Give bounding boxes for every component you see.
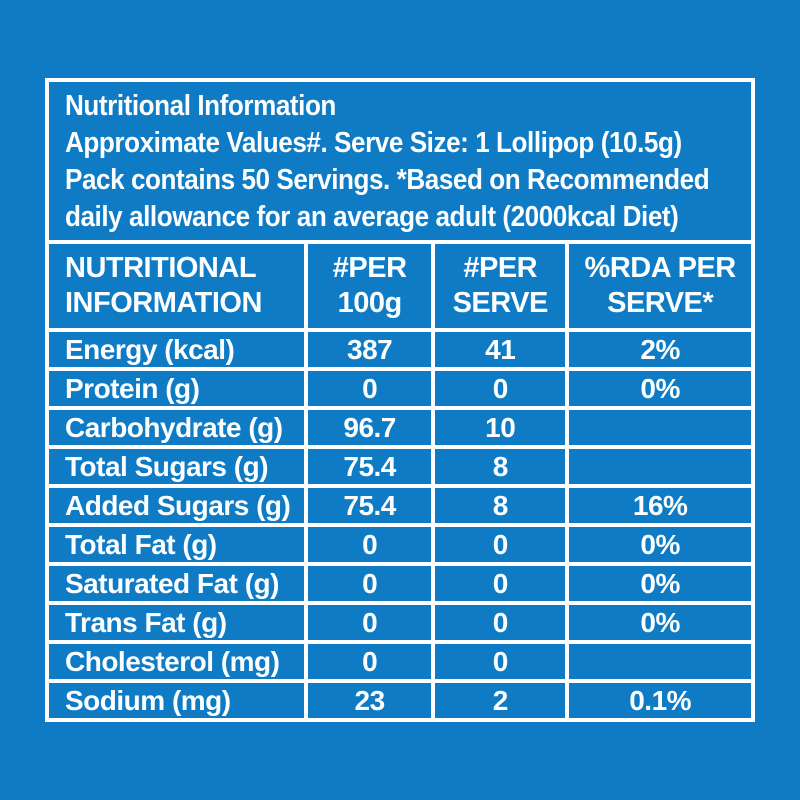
header-rda-per-serve: %RDA PER SERVE* <box>565 240 755 332</box>
rda-cell <box>565 406 755 449</box>
per-100g-cell: 0 <box>304 640 436 683</box>
per-100g-cell: 75.4 <box>304 445 436 488</box>
rda-cell: 16% <box>565 484 755 527</box>
table-row-trans-fat: Trans Fat (g) 0 0 0% <box>44 601 755 644</box>
table-row-added-sugars: Added Sugars (g) 75.4 8 16% <box>44 484 755 527</box>
table-row-total-sugars: Total Sugars (g) 75.4 8 <box>44 445 755 488</box>
per-serve-cell: 0 <box>431 640 570 683</box>
rda-cell: 0% <box>565 367 755 410</box>
header-per-serve: #PER SERVE <box>431 240 570 332</box>
rda-cell: 0% <box>565 562 755 605</box>
nutrient-name-cell: Carbohydrate (g) <box>44 406 309 449</box>
table-row-sodium: Sodium (mg) 23 2 0.1% <box>44 679 755 722</box>
per-serve-cell: 0 <box>431 562 570 605</box>
rda-cell: 0% <box>565 523 755 566</box>
table-row-saturated-fat: Saturated Fat (g) 0 0 0% <box>44 562 755 605</box>
nutrient-name-cell: Sodium (mg) <box>44 679 309 722</box>
per-serve-cell: 0 <box>431 601 570 644</box>
header-nutritional-information: NUTRITIONAL INFORMATION <box>44 240 309 332</box>
intro-row: Nutritional Information Approximate Valu… <box>45 78 755 244</box>
per-100g-cell: 0 <box>304 523 436 566</box>
per-100g-cell: 387 <box>304 328 436 371</box>
per-serve-cell: 0 <box>431 367 570 410</box>
table-row-protein: Protein (g) 0 0 0% <box>44 367 755 410</box>
nutrition-label-table: Nutritional Information Approximate Valu… <box>44 78 755 722</box>
intro-line-rda-note: daily allowance for an average adult (20… <box>65 201 679 233</box>
per-100g-cell: 0 <box>304 562 436 605</box>
nutrient-name-cell: Total Sugars (g) <box>44 445 309 488</box>
nutrient-name-cell: Added Sugars (g) <box>44 484 309 527</box>
per-100g-cell: 0 <box>304 601 436 644</box>
per-100g-cell: 75.4 <box>304 484 436 527</box>
table-row-energy: Energy (kcal) 387 41 2% <box>44 328 755 371</box>
per-100g-cell: 23 <box>304 679 436 722</box>
nutrient-name-cell: Saturated Fat (g) <box>44 562 309 605</box>
table-row-carbohydrate: Carbohydrate (g) 96.7 10 <box>44 406 755 449</box>
header-per-100g: #PER 100g <box>304 240 436 332</box>
table-row-cholesterol: Cholesterol (mg) 0 0 <box>44 640 755 683</box>
rda-cell: 2% <box>565 328 755 371</box>
nutrient-name-cell: Protein (g) <box>44 367 309 410</box>
rda-cell <box>565 445 755 488</box>
rda-cell: 0% <box>565 601 755 644</box>
per-serve-cell: 41 <box>431 328 570 371</box>
nutrient-name-cell: Total Fat (g) <box>44 523 309 566</box>
per-serve-cell: 10 <box>431 406 570 449</box>
intro-line-title: Nutritional Information <box>65 90 336 122</box>
nutrient-name-cell: Trans Fat (g) <box>44 601 309 644</box>
per-serve-cell: 8 <box>431 445 570 488</box>
label-intro: Nutritional Information Approximate Valu… <box>45 78 755 244</box>
per-100g-cell: 0 <box>304 367 436 410</box>
nutrient-name-cell: Energy (kcal) <box>44 328 309 371</box>
per-100g-cell: 96.7 <box>304 406 436 449</box>
rda-cell: 0.1% <box>565 679 755 722</box>
table-header-row: NUTRITIONAL INFORMATION #PER 100g #PER S… <box>44 240 755 332</box>
per-serve-cell: 0 <box>431 523 570 566</box>
nutrient-name-cell: Cholesterol (mg) <box>44 640 309 683</box>
intro-line-serve-size: Approximate Values#. Serve Size: 1 Lolli… <box>65 127 682 159</box>
table-row-total-fat: Total Fat (g) 0 0 0% <box>44 523 755 566</box>
per-serve-cell: 2 <box>431 679 570 722</box>
rda-cell <box>565 640 755 683</box>
intro-line-servings: Pack contains 50 Servings. *Based on Rec… <box>65 164 710 196</box>
per-serve-cell: 8 <box>431 484 570 527</box>
